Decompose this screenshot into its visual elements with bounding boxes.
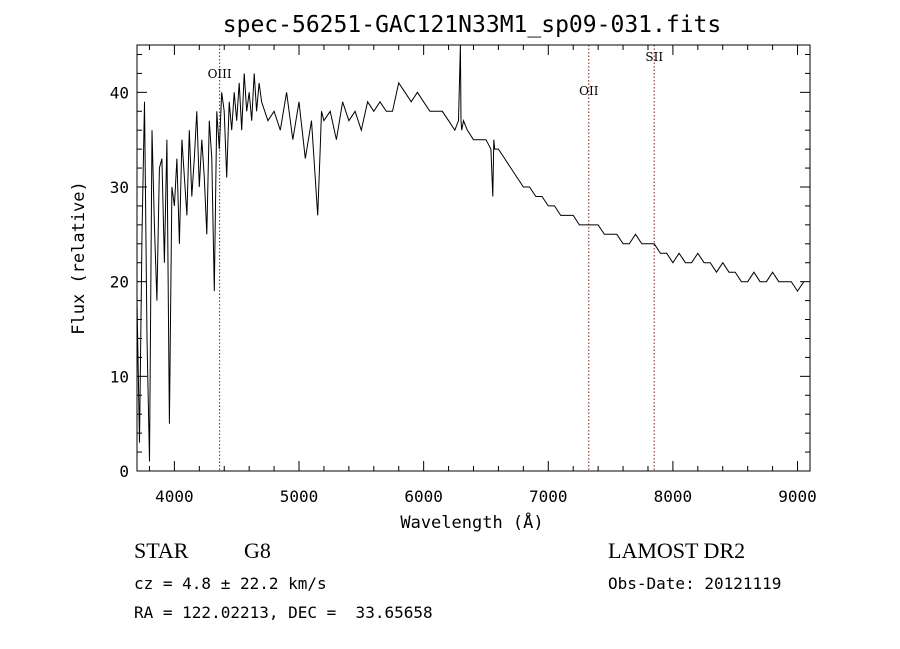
observation-date: Obs-Date: 20121119 bbox=[608, 574, 782, 593]
y-tick-label: 30 bbox=[110, 178, 129, 197]
x-axis-label: Wavelength (Å) bbox=[400, 511, 543, 533]
object-subclass: G8 bbox=[244, 538, 271, 563]
survey-name: LAMOST DR2 bbox=[608, 538, 746, 563]
x-tick-label: 7000 bbox=[529, 487, 568, 506]
x-tick-label: 5000 bbox=[280, 487, 319, 506]
x-tick-label: 8000 bbox=[654, 487, 693, 506]
y-axis-label: Flux (relative) bbox=[69, 181, 89, 335]
x-axis: 4000 5000 6000 7000 8000 9000 bbox=[148, 45, 817, 506]
coordinates-readout: RA = 122.02213, DEC = 33.65658 bbox=[134, 603, 433, 622]
y-tick-label: 10 bbox=[110, 367, 129, 386]
y-tick-label: 20 bbox=[110, 273, 129, 292]
marker-label-sii: SII bbox=[645, 50, 663, 64]
y-axis: 0 10 20 30 40 bbox=[110, 53, 810, 481]
x-tick-label: 4000 bbox=[155, 487, 194, 506]
y-tick-label: 40 bbox=[110, 83, 129, 102]
x-tick-label: 9000 bbox=[778, 487, 817, 506]
spectrum-series-line bbox=[136, 44, 805, 462]
x-tick-label: 6000 bbox=[404, 487, 443, 506]
object-class: STAR bbox=[134, 538, 189, 563]
redshift-readout: cz = 4.8 ± 22.2 km/s bbox=[134, 574, 327, 593]
marker-label-oii: OII bbox=[579, 84, 599, 98]
y-tick-label: 0 bbox=[119, 462, 129, 481]
marker-label-oiii: OIII bbox=[208, 67, 232, 81]
line-markers: OIII OII SII bbox=[208, 45, 663, 471]
chart-title: spec-56251-GAC121N33M1_sp09-031.fits bbox=[223, 12, 722, 38]
